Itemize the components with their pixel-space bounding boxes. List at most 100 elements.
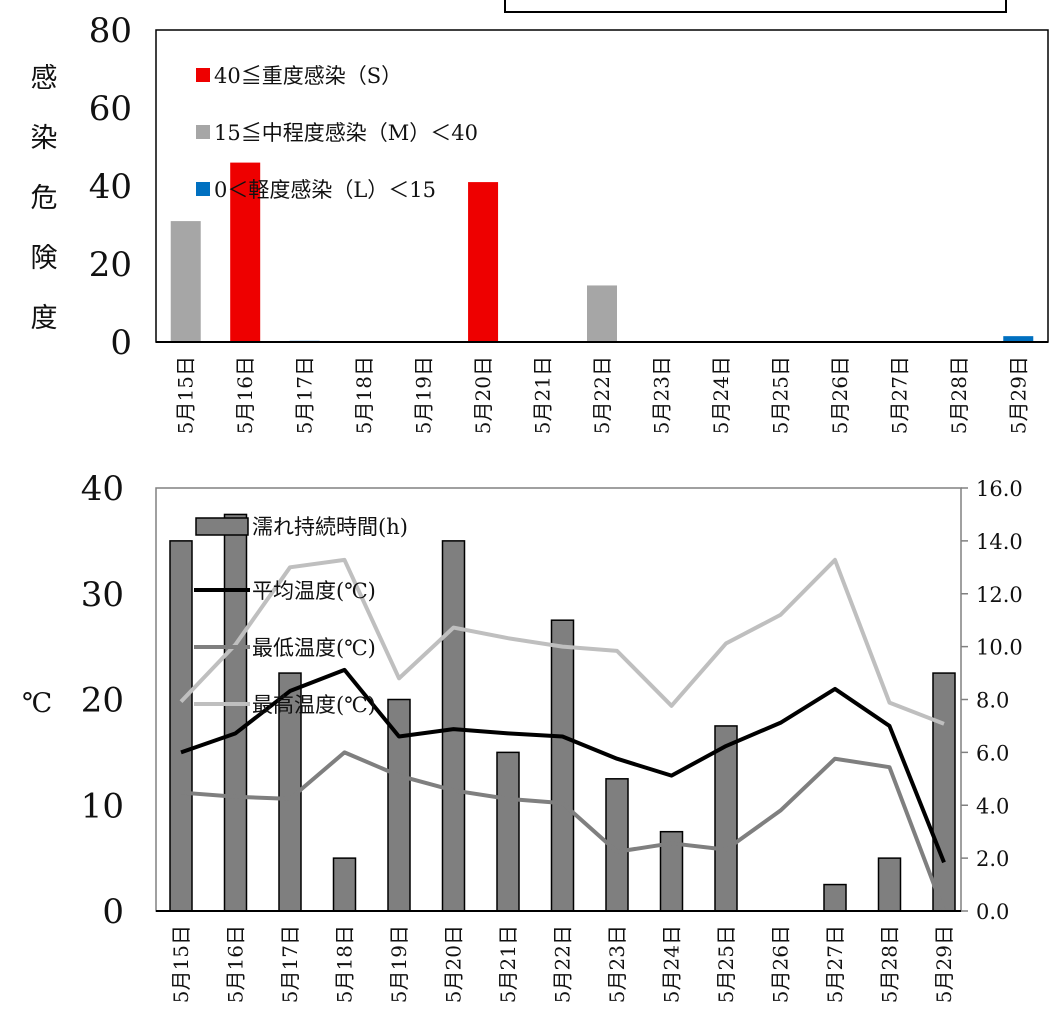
legend-label: 平均温度(℃) — [252, 579, 376, 603]
wet-duration-bar-1 — [223, 513, 248, 912]
left-y-tick-label: 40 — [81, 469, 124, 509]
risk-bar-moderate-7 — [587, 285, 617, 342]
top-x-tick-label: 5月15日 — [174, 356, 198, 434]
legend-label: 15≦中程度感染（M）＜40 — [214, 121, 478, 145]
bottom-x-tick-label: 5月18日 — [333, 925, 357, 1003]
top-x-tick-label: 5月17日 — [293, 356, 317, 434]
top-x-tick-label: 5月26日 — [828, 356, 852, 434]
top-x-tick-label: 5月22日 — [590, 356, 614, 434]
wet-duration-bar-0 — [169, 540, 193, 912]
top-x-tick-label: 5月19日 — [412, 356, 436, 434]
top-x-tick-label: 5月21日 — [531, 356, 555, 434]
risk-bar-severe-5 — [468, 182, 499, 342]
wet-duration-bar-7 — [550, 619, 575, 912]
legend-label: 最高温度(℃) — [252, 693, 376, 717]
top-x-tick-label: 5月18日 — [352, 356, 376, 434]
weather-chart: 0 10 20 30 40 0.0 2.0 4.0 6.0 8.0 10.0 12.0 14.0 16.… — [22, 469, 1023, 1003]
top-y-tick-label: 0 — [110, 323, 132, 363]
top-y-label-char: 危 — [31, 183, 58, 214]
wet-duration-bar-4 — [387, 698, 411, 912]
top-y-tick-label: 40 — [89, 167, 132, 207]
top-x-tick-label: 5月27日 — [887, 356, 911, 434]
wet-duration-bar-5 — [441, 540, 466, 912]
bottom-x-tick-label: 5月22日 — [551, 925, 575, 1003]
right-y-tick-label: 14.0 — [976, 530, 1023, 554]
bottom-x-tick-label: 5月15日 — [169, 925, 193, 1003]
top-bars — [170, 162, 1034, 342]
temperature-line-min_line — [180, 750, 946, 912]
legend-label: 40≦重度感染（S） — [214, 64, 402, 88]
top-x-tick-label: 5月16日 — [233, 356, 257, 434]
top-x-tick-labels: 5月15日 5月16日 5月17日 5月18日 5月19日 5月20日 5月21日 5月22日… — [174, 356, 1031, 434]
top-y-tick-label: 20 — [89, 245, 132, 285]
wet-duration-bar-6 — [496, 751, 520, 912]
temperature-line-max_line — [179, 557, 945, 726]
bottom-x-tick-label: 5月23日 — [605, 925, 629, 1003]
top-y-label-char: 感 — [31, 63, 58, 94]
legend-swatch-severe — [196, 68, 210, 82]
top-y-label-char: 険 — [31, 243, 58, 274]
right-y-tick-label: 10.0 — [976, 636, 1023, 660]
left-y-tick-label: 20 — [81, 681, 124, 721]
wet-duration-bar-3 — [332, 857, 357, 912]
top-y-ticks: 0 20 40 60 80 — [89, 11, 132, 363]
left-y-tick-label: 30 — [81, 575, 124, 615]
bottom-bars — [169, 513, 956, 912]
wet-duration-bar-12 — [823, 883, 847, 912]
right-y-tick-label: 12.0 — [976, 583, 1023, 607]
bottom-x-tick-label: 5月24日 — [660, 925, 684, 1003]
top-x-tick-label: 5月29日 — [1006, 356, 1030, 434]
legend-swatch-light — [196, 182, 210, 196]
left-y-tick-label: 10 — [81, 786, 124, 826]
top-y-label-char: 染 — [31, 123, 58, 154]
top-x-tick-label: 5月25日 — [768, 356, 792, 434]
cut-off-text-box — [504, 0, 1007, 13]
bottom-x-tick-labels: 5月15日 5月16日 5月17日 5月18日 5月19日 5月20日 5月21日 5月22日… — [169, 925, 956, 1003]
legend-label: 0＜軽度感染（L）＜15 — [214, 178, 436, 202]
risk-bar-moderate-0 — [170, 221, 201, 342]
bottom-legend: 濡れ持続時間(h) 平均温度(℃) 最低温度(℃) 最高温度(℃) — [194, 515, 408, 717]
bottom-x-tick-label: 5月19日 — [387, 925, 411, 1003]
top-x-tick-label: 5月28日 — [947, 356, 971, 434]
bottom-right-y-ticks: 0.0 2.0 4.0 6.0 8.0 10.0 12.0 14.0 16.0 — [961, 477, 1023, 924]
bottom-left-y-ticks: 0 10 20 30 40 — [81, 469, 124, 932]
right-y-tick-label: 2.0 — [976, 847, 1009, 871]
wet-duration-bar-13 — [877, 857, 902, 912]
right-y-tick-label: 6.0 — [976, 741, 1009, 765]
bottom-x-tick-label: 5月25日 — [714, 925, 738, 1003]
bottom-x-tick-label: 5月17日 — [278, 925, 302, 1003]
bottom-x-tick-label: 5月27日 — [823, 925, 847, 1003]
temperature-line-avg_line — [180, 667, 946, 864]
wet-duration-bar-10 — [714, 725, 738, 912]
right-y-tick-label: 8.0 — [976, 689, 1009, 713]
right-y-tick-label: 0.0 — [976, 900, 1009, 924]
top-y-label-char: 度 — [31, 303, 58, 334]
risk-bar-severe-1 — [230, 162, 261, 342]
top-legend: 40≦重度感染（S） 15≦中程度感染（M）＜40 0＜軽度感染（L）＜15 — [196, 64, 478, 202]
left-y-tick-label: 0 — [102, 892, 124, 932]
top-x-tick-label: 5月20日 — [471, 356, 495, 434]
bottom-x-tick-label: 5月21日 — [496, 925, 520, 1003]
top-x-tick-label: 5月24日 — [709, 356, 733, 434]
wet-duration-bar-14 — [932, 672, 956, 912]
top-y-tick-label: 60 — [89, 89, 132, 129]
bottom-lines — [179, 557, 946, 912]
bottom-x-tick-label: 5月26日 — [769, 925, 793, 1003]
bottom-x-tick-label: 5月16日 — [224, 925, 248, 1003]
legend-label: 最低温度(℃) — [252, 636, 376, 660]
bottom-y-axis-label: ℃ — [22, 688, 52, 719]
bottom-x-tick-label: 5月28日 — [878, 925, 902, 1003]
top-x-tick-label: 5月23日 — [649, 356, 673, 434]
right-y-tick-label: 4.0 — [976, 794, 1009, 818]
right-y-tick-label: 16.0 — [976, 477, 1023, 501]
risk-bar-light-14 — [1003, 336, 1034, 342]
legend-label: 濡れ持続時間(h) — [252, 515, 408, 539]
bottom-x-tick-label: 5月29日 — [932, 925, 956, 1003]
top-y-tick-label: 80 — [89, 11, 132, 51]
legend-swatch-wet-bar — [195, 517, 249, 536]
legend-swatch-moderate — [196, 125, 210, 139]
bottom-x-tick-label: 5月20日 — [442, 925, 466, 1003]
